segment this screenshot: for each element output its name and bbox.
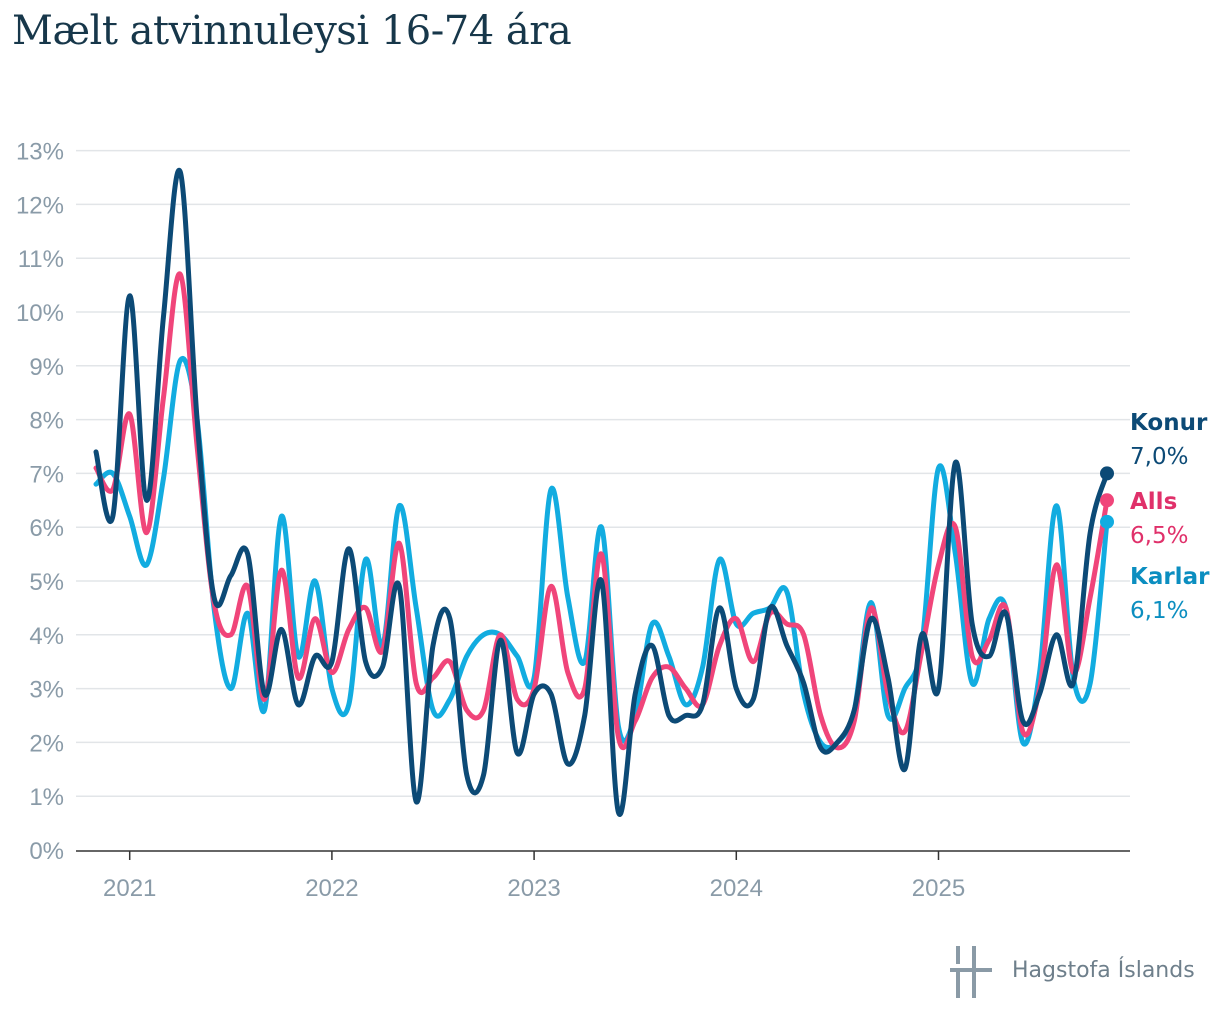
- gridlines: [76, 149, 1130, 797]
- y-tick-label: 10%: [16, 300, 64, 327]
- y-tick-label: 12%: [16, 192, 64, 219]
- y-tick-label: 0%: [29, 838, 64, 865]
- hagstofa-logo: Hagstofa Íslands: [950, 942, 1210, 1002]
- x-axis-ticks: 2021 2022 2023 2024 2025: [76, 850, 1130, 902]
- end-label-value-konur: 7,0%: [1130, 444, 1188, 470]
- x-tick-label: 2022: [305, 875, 358, 902]
- end-label-value-karlar: 6,1%: [1130, 598, 1188, 624]
- end-label-name-alls: Alls: [1130, 489, 1177, 515]
- y-tick-label: 2%: [29, 730, 64, 757]
- y-tick-label: 8%: [29, 408, 64, 435]
- x-tick-label: 2021: [103, 875, 156, 902]
- y-tick-label: 13%: [16, 139, 64, 166]
- y-tick-label: 6%: [29, 515, 64, 542]
- y-tick-label: 7%: [29, 461, 64, 488]
- series-line-alls: [93, 271, 1110, 751]
- end-point-karlar: [1100, 514, 1114, 529]
- x-tick-label: 2025: [912, 875, 965, 902]
- end-label-value-alls: 6,5%: [1130, 523, 1188, 549]
- series-line-konur: [93, 167, 1110, 817]
- hagstofa-logo-icon: [950, 946, 992, 998]
- end-labels: Konur 7,0% Alls 6,5% Karlar 6,1%: [1130, 410, 1210, 624]
- y-tick-label: 4%: [29, 623, 64, 650]
- y-tick-label: 5%: [29, 569, 64, 596]
- y-tick-label: 9%: [29, 354, 64, 381]
- end-point-konur: [1100, 466, 1114, 481]
- y-tick-label: 1%: [29, 784, 64, 811]
- series-lines: [93, 167, 1114, 817]
- y-axis-ticks: 0% 1% 2% 3% 4% 5% 6% 7% 8% 9% 10% 11% 12% 13%: [16, 139, 64, 865]
- x-tick-label: 2024: [710, 875, 763, 902]
- brand-name: Hagstofa Íslands: [1012, 958, 1195, 983]
- y-tick-label: 3%: [29, 677, 64, 704]
- y-tick-label: 11%: [18, 246, 64, 273]
- x-tick-label: 2023: [507, 875, 560, 902]
- end-label-name-karlar: Karlar: [1130, 564, 1210, 590]
- end-point-alls: [1100, 493, 1114, 508]
- chart-title: Mælt atvinnuleysi 16-74 ára: [12, 8, 572, 54]
- end-label-name-konur: Konur: [1130, 410, 1208, 436]
